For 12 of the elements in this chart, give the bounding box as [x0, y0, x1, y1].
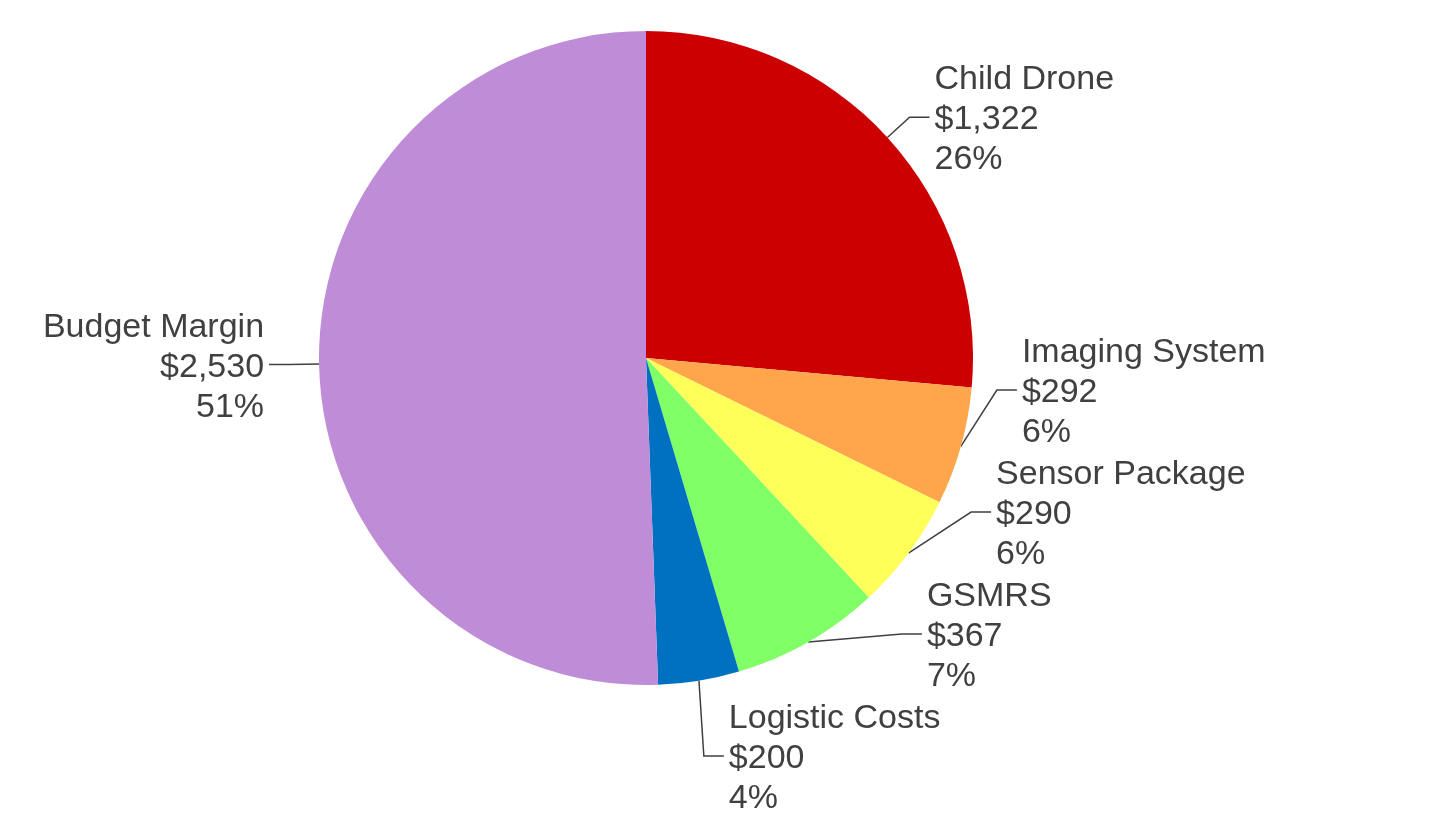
slice-label: Sensor Package [996, 453, 1246, 491]
slice-label: Budget Margin [42, 305, 265, 344]
data-label: $290 6% [996, 493, 1072, 571]
data-label: $1,322 26% [934, 98, 1039, 177]
data-label: $292 6% [1021, 371, 1098, 449]
data-label: $200 4% [728, 737, 805, 815]
slice-label: Logistic Costs [728, 697, 941, 735]
data-label: $2,530 51% [160, 345, 265, 424]
slice-label: Child Drone [934, 58, 1115, 97]
data-label: $367 7% [926, 615, 1003, 693]
slice-label: GSMRS [926, 575, 1052, 613]
slice-label: Imaging System [1021, 331, 1266, 369]
